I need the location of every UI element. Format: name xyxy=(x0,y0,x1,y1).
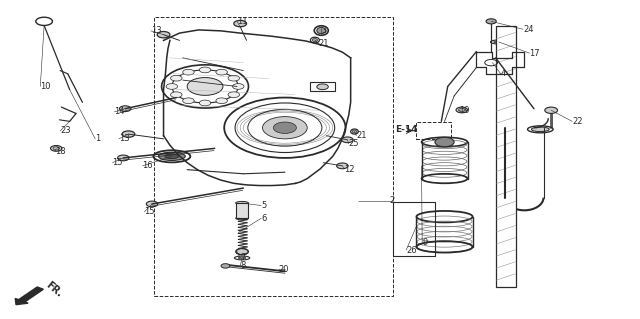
Circle shape xyxy=(221,264,230,268)
Ellipse shape xyxy=(312,39,317,42)
Text: 16: 16 xyxy=(143,161,153,170)
Text: 5: 5 xyxy=(261,201,266,210)
Circle shape xyxy=(170,75,182,81)
Circle shape xyxy=(122,131,135,137)
Circle shape xyxy=(435,137,454,147)
Text: 22: 22 xyxy=(572,117,583,126)
Circle shape xyxy=(187,78,223,95)
Circle shape xyxy=(236,249,248,255)
Circle shape xyxy=(157,32,170,38)
Text: 13: 13 xyxy=(151,26,161,35)
Circle shape xyxy=(228,92,239,98)
Text: 13: 13 xyxy=(119,134,129,143)
Text: 14: 14 xyxy=(115,108,125,116)
Circle shape xyxy=(216,98,227,104)
Circle shape xyxy=(51,145,62,151)
Text: 11: 11 xyxy=(237,17,248,26)
Circle shape xyxy=(232,84,244,89)
Text: 2: 2 xyxy=(389,196,394,205)
Text: E-14: E-14 xyxy=(395,124,417,134)
Ellipse shape xyxy=(165,154,179,159)
Circle shape xyxy=(166,84,177,89)
Text: FR.: FR. xyxy=(44,280,65,299)
Text: 12: 12 xyxy=(344,165,355,174)
Circle shape xyxy=(118,155,129,161)
Circle shape xyxy=(216,69,227,75)
Ellipse shape xyxy=(527,126,553,133)
Circle shape xyxy=(337,163,348,169)
Circle shape xyxy=(147,201,158,207)
Text: 3: 3 xyxy=(321,26,326,35)
Circle shape xyxy=(317,84,328,90)
Text: 21: 21 xyxy=(319,39,329,48)
Circle shape xyxy=(120,106,131,112)
Text: 1: 1 xyxy=(95,134,100,143)
Text: 26: 26 xyxy=(406,246,417,255)
Text: 21: 21 xyxy=(356,131,367,140)
Text: 7: 7 xyxy=(240,254,246,263)
Text: 20: 20 xyxy=(278,264,289,274)
Circle shape xyxy=(182,69,194,75)
Text: 15: 15 xyxy=(145,207,155,216)
Circle shape xyxy=(262,117,307,139)
Circle shape xyxy=(456,107,467,113)
Ellipse shape xyxy=(238,257,246,259)
Ellipse shape xyxy=(493,41,501,43)
Circle shape xyxy=(182,98,194,104)
Text: 8: 8 xyxy=(240,261,246,271)
Text: 4: 4 xyxy=(500,69,506,78)
Text: 25: 25 xyxy=(349,139,359,148)
Text: 23: 23 xyxy=(60,126,70,135)
Ellipse shape xyxy=(317,27,326,34)
Circle shape xyxy=(228,75,239,81)
Text: 24: 24 xyxy=(523,25,534,34)
Ellipse shape xyxy=(236,201,248,204)
Text: 6: 6 xyxy=(261,214,267,223)
Circle shape xyxy=(170,92,182,98)
Circle shape xyxy=(234,20,246,27)
Ellipse shape xyxy=(490,40,504,44)
Circle shape xyxy=(273,122,296,133)
Circle shape xyxy=(199,100,211,106)
Text: 18: 18 xyxy=(55,147,66,156)
Bar xyxy=(236,203,248,218)
Circle shape xyxy=(486,19,496,24)
Text: 17: 17 xyxy=(529,48,540,58)
Circle shape xyxy=(545,107,557,114)
Circle shape xyxy=(36,17,52,26)
Bar xyxy=(310,82,335,91)
Circle shape xyxy=(342,137,353,143)
Ellipse shape xyxy=(352,130,356,133)
Text: 19: 19 xyxy=(460,106,470,115)
Bar xyxy=(495,26,516,286)
Circle shape xyxy=(199,67,211,73)
Ellipse shape xyxy=(236,217,248,220)
Text: 9: 9 xyxy=(422,238,428,247)
Bar xyxy=(416,122,451,139)
FancyArrow shape xyxy=(15,287,44,305)
Text: 10: 10 xyxy=(40,82,51,91)
Ellipse shape xyxy=(314,26,328,35)
Ellipse shape xyxy=(159,152,185,160)
Bar xyxy=(154,17,394,296)
Ellipse shape xyxy=(531,127,549,131)
Text: 15: 15 xyxy=(113,158,123,167)
